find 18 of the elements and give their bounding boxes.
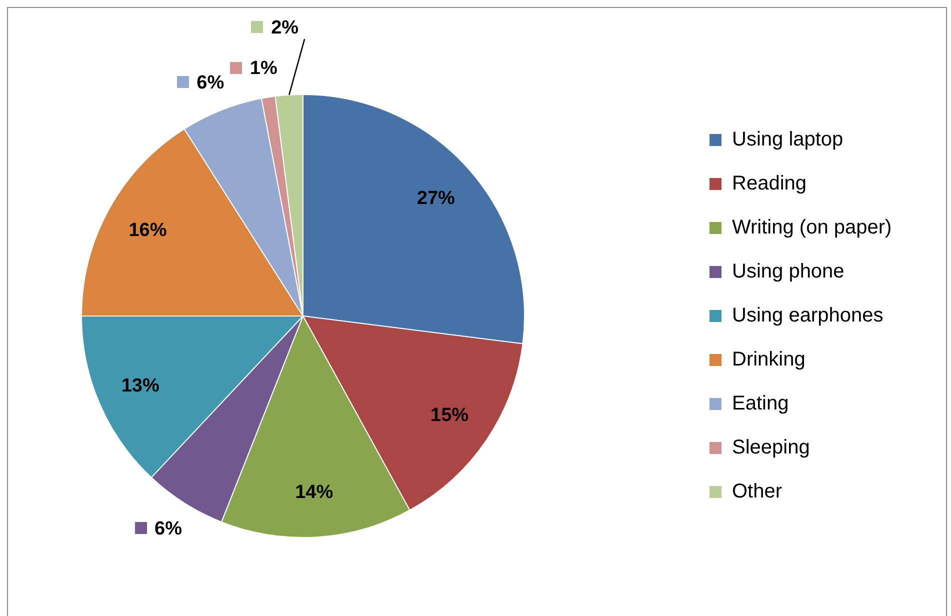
data-label: 2%: [271, 17, 299, 38]
legend-label: Using earphones: [732, 304, 884, 327]
legend-label: Writing (on paper): [732, 216, 892, 239]
data-label: 15%: [430, 404, 469, 426]
legend-label: Other: [732, 480, 782, 503]
data-label: 6%: [154, 518, 182, 540]
data-label: 14%: [295, 482, 334, 504]
legend-label: Drinking: [732, 348, 806, 371]
legend-label: Sleeping: [732, 436, 810, 459]
data-label: 13%: [121, 376, 160, 397]
data-label: 6%: [196, 72, 224, 94]
legend-label: Reading: [732, 172, 807, 195]
data-label: 27%: [416, 188, 456, 210]
legend-label: Using laptop: [732, 128, 844, 151]
data-label: 1%: [250, 58, 278, 79]
data-label: 16%: [128, 220, 167, 241]
legend-label: Eating: [732, 392, 789, 415]
legend-label: Using phone: [732, 260, 844, 283]
